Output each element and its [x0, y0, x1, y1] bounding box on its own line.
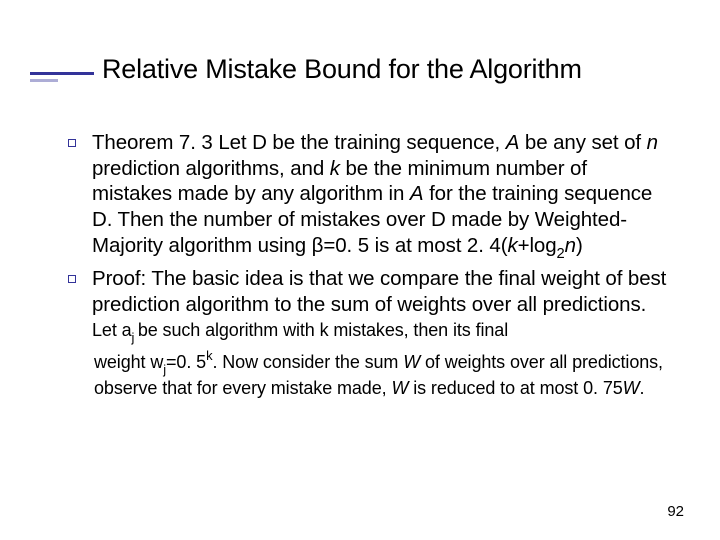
text-run: Theorem 7. 3 Let D be the training seque…	[92, 131, 506, 154]
subscript: j	[132, 330, 138, 345]
text-run: +log	[518, 234, 557, 257]
bullet-item-2: Proof: The basic idea is that we compare…	[68, 266, 672, 345]
text-run-italic: A	[506, 131, 520, 154]
square-bullet-icon	[68, 275, 76, 283]
text-run-italic: k	[330, 157, 340, 180]
text-run-italic: A	[410, 182, 424, 205]
text-run: weight w	[94, 352, 163, 372]
text-run: be any set of	[519, 131, 646, 154]
text-run-italic: n	[565, 234, 576, 257]
text-run: Let a	[92, 320, 132, 340]
page-number: 92	[667, 503, 684, 520]
text-run-italic: k	[507, 234, 517, 257]
slide-body: Theorem 7. 3 Let D be the training seque…	[68, 130, 672, 400]
text-run-italic: W	[403, 352, 420, 372]
text-run: . Now consider the sum	[212, 352, 403, 372]
text-run: is reduced to at most 0. 75	[408, 378, 622, 398]
text-run: .	[640, 378, 645, 398]
subscript: 2	[557, 246, 565, 262]
bullet-item-1: Theorem 7. 3 Let D be the training seque…	[68, 130, 672, 262]
text-run-italic: W	[623, 378, 640, 398]
title-accent-bar	[30, 72, 94, 75]
proof-text: Proof: The basic idea is that we compare…	[92, 266, 672, 345]
text-run: prediction algorithms, and	[92, 157, 330, 180]
superscript: k	[206, 348, 212, 363]
slide-title: Relative Mistake Bound for the Algorithm	[102, 54, 690, 85]
text-run: )	[576, 234, 583, 257]
title-block: Relative Mistake Bound for the Algorithm	[30, 54, 690, 85]
proof-continuation: weight wj=0. 5k. Now consider the sum W …	[94, 349, 672, 400]
text-run: =0. 5	[166, 352, 206, 372]
text-run: be such algorithm with k mistakes, then …	[138, 320, 508, 340]
title-accent-bar-short	[30, 79, 58, 82]
theorem-text: Theorem 7. 3 Let D be the training seque…	[92, 130, 672, 262]
text-run: Proof: The basic idea is that we compare…	[92, 267, 666, 316]
text-run-italic: W	[391, 378, 408, 398]
square-bullet-icon	[68, 139, 76, 147]
subscript: j	[163, 362, 166, 377]
text-run-italic: n	[647, 131, 658, 154]
